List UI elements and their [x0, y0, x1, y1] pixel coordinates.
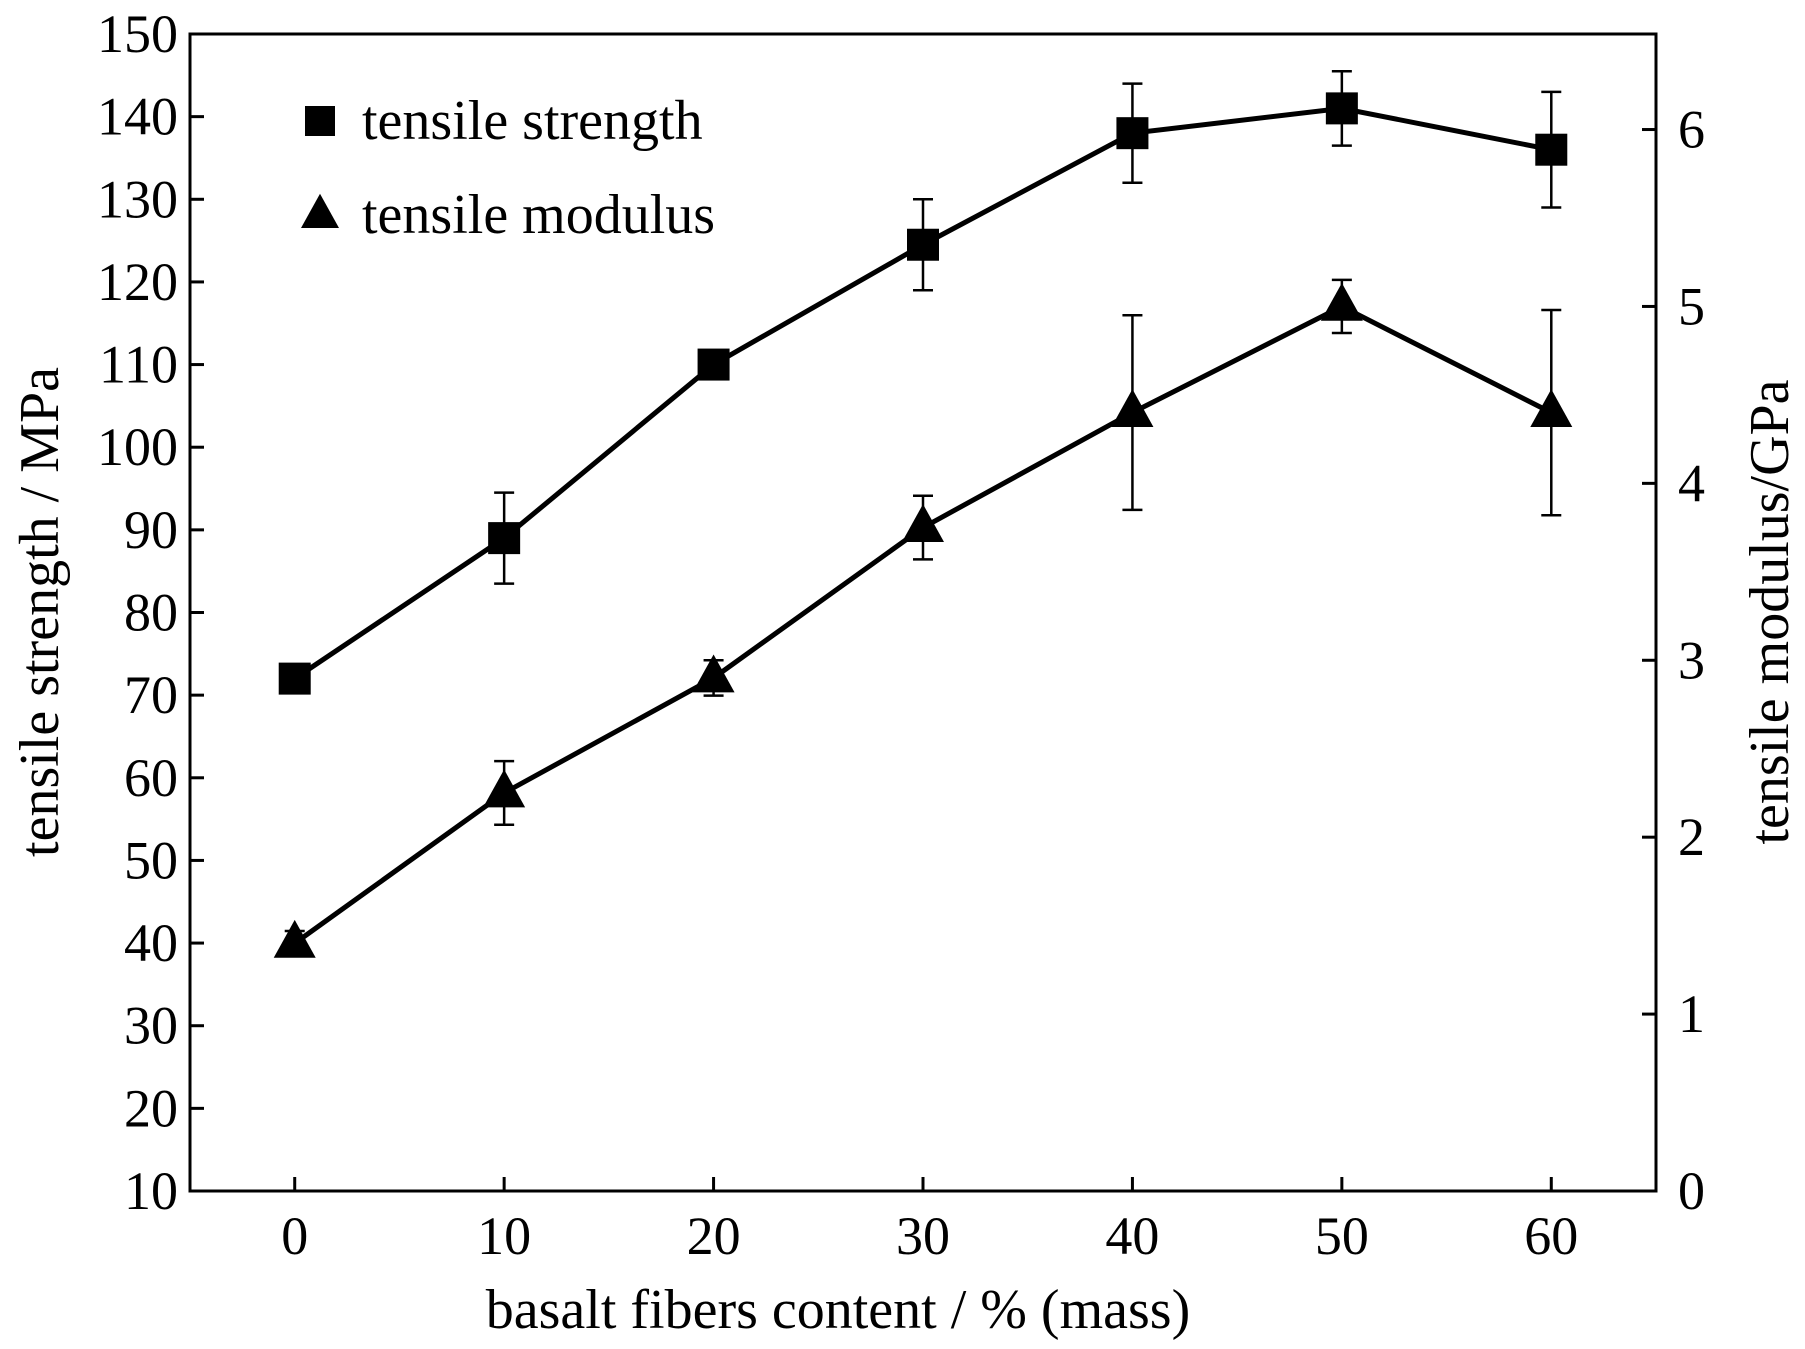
data-point: [483, 769, 526, 808]
y2-tick-label: 3: [1678, 630, 1705, 690]
x-tick-label: 10: [477, 1206, 531, 1266]
y-tick-label: 70: [124, 665, 178, 725]
y2-tick-label: 1: [1678, 984, 1705, 1044]
x-tick-label: 50: [1315, 1206, 1369, 1266]
y2-tick-label: 0: [1678, 1161, 1705, 1221]
y-tick-label: 60: [124, 748, 178, 808]
y2-tick-label: 5: [1678, 276, 1705, 336]
legend-item: tensile strength: [305, 90, 703, 152]
data-point: [907, 228, 939, 261]
y-tick-label: 20: [124, 1078, 178, 1138]
legend-item: tensile modulus: [301, 184, 715, 246]
x-tick-label: 40: [1105, 1206, 1159, 1266]
data-point: [1116, 117, 1149, 150]
y-tick-label: 80: [124, 583, 178, 643]
y-tick-label: 40: [124, 913, 178, 973]
y-tick-label: 10: [124, 1161, 178, 1221]
legend-label: tensile modulus: [362, 184, 715, 246]
data-point: [692, 654, 735, 693]
data-point: [1535, 133, 1568, 166]
y-tick-label: 90: [124, 500, 178, 560]
x-axis-title: basalt fibers content / % (mass): [486, 1279, 1190, 1341]
y-tick-label: 30: [124, 996, 178, 1056]
data-point: [273, 919, 316, 958]
data-point: [1325, 92, 1358, 125]
series-tensile-modulus: [273, 278, 1573, 958]
y2-tick-label: 2: [1678, 807, 1705, 867]
y-tick-label: 50: [124, 830, 178, 890]
legend-label: tensile strength: [362, 90, 703, 152]
data-point: [488, 522, 521, 555]
y-tick-label: 100: [97, 417, 178, 477]
x-tick-label: 30: [896, 1206, 950, 1266]
data-point: [278, 662, 311, 695]
y-tick-label: 130: [97, 169, 178, 229]
ticks: 0 10 20 30 40 50 60102030405060708090100110120…: [97, 4, 1705, 1266]
x-tick-label: 0: [281, 1206, 308, 1266]
series-layer: [273, 69, 1573, 958]
y2-tick-label: 4: [1678, 453, 1705, 513]
data-point: [1530, 389, 1573, 427]
data-point: [902, 504, 944, 542]
series-line: [293, 303, 1553, 946]
y-tick-label: 150: [97, 4, 178, 64]
data-point: [1320, 283, 1363, 321]
series-tensile-strength: [278, 69, 1568, 695]
y-tick-label: 120: [97, 252, 178, 312]
y-tick-label: 110: [99, 335, 178, 395]
y2-tick-label: 6: [1678, 100, 1705, 160]
x-tick-label: 60: [1524, 1206, 1578, 1266]
data-point: [1111, 389, 1154, 427]
y-tick-label: 140: [97, 87, 178, 147]
legend-marker: [301, 193, 339, 228]
legend: tensile strength tensile modulus: [301, 90, 715, 246]
y2-axis-title: tensile modulus/GPa: [1739, 379, 1801, 844]
legend-marker: [305, 106, 335, 136]
x-tick-label: 20: [687, 1206, 741, 1266]
data-point: [697, 348, 730, 381]
y-axis-title: tensile strength / MPa: [9, 367, 71, 857]
